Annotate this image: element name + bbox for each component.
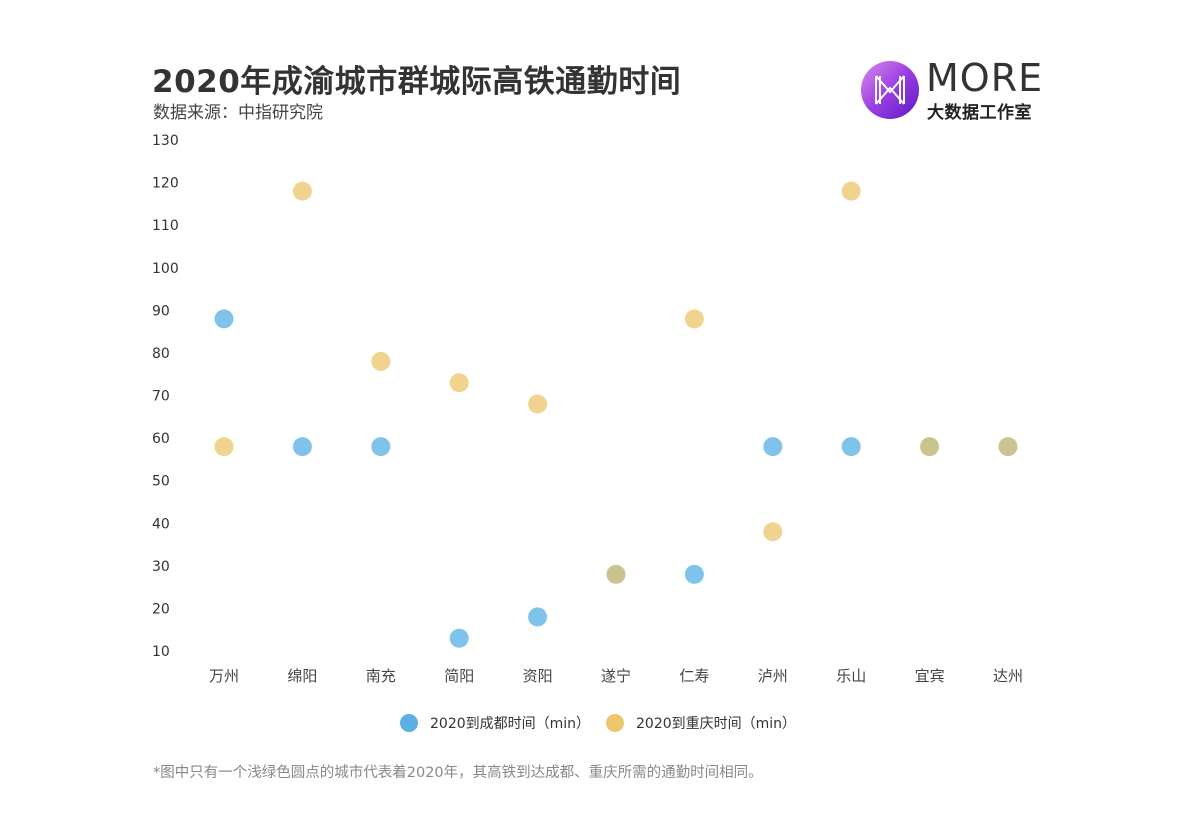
legend-label-chongqing: 2020到重庆时间（min） <box>636 716 796 732</box>
y-tick-label: 90 <box>152 303 170 319</box>
point-chengdu <box>214 309 234 329</box>
y-tick-label: 20 <box>152 601 170 617</box>
y-tick-label: 100 <box>152 261 179 277</box>
y-tick-label: 70 <box>152 389 170 405</box>
point-chongqing <box>449 373 469 393</box>
x-tick-label: 仁寿 <box>679 667 709 685</box>
point-chengdu <box>292 437 312 457</box>
point-chengdu <box>763 437 783 457</box>
point-chongqing <box>214 437 234 457</box>
point-chengdu <box>841 437 861 457</box>
point-overlap <box>606 564 626 584</box>
y-tick-label: 50 <box>152 474 170 490</box>
y-tick-label: 60 <box>152 431 170 447</box>
point-chengdu <box>684 564 704 584</box>
x-tick-label: 简阳 <box>444 667 474 685</box>
chart-legend: 2020到成都时间（min） 2020到重庆时间（min） <box>400 714 796 732</box>
legend-label-chengdu: 2020到成都时间（min） <box>430 716 590 732</box>
point-chongqing <box>763 522 783 542</box>
logo-text-main: MORE <box>926 56 1044 100</box>
x-axis-ticks: 万州 绵阳 南充 简阳 资阳 遂宁 仁寿 泸州 乐山 宜宾 达州 <box>209 667 1023 685</box>
point-chongqing <box>292 181 312 201</box>
x-tick-label: 南充 <box>366 667 396 685</box>
y-tick-label: 110 <box>152 218 179 234</box>
legend-marker-chengdu <box>400 714 418 732</box>
y-tick-label: 10 <box>152 644 170 660</box>
chart-subtitle: 数据来源：中指研究院 <box>153 103 323 123</box>
scatter-points <box>214 181 1018 648</box>
x-tick-label: 绵阳 <box>287 667 317 685</box>
legend-marker-chongqing <box>606 714 624 732</box>
x-tick-label: 乐山 <box>836 667 866 685</box>
y-axis-ticks: 10 20 30 40 50 60 70 80 90 100 110 120 130 <box>152 133 179 660</box>
more-logo-icon <box>861 61 919 119</box>
x-tick-label: 资阳 <box>523 667 553 685</box>
point-overlap <box>998 437 1018 457</box>
x-tick-label: 达州 <box>993 667 1023 685</box>
point-chengdu <box>449 628 469 648</box>
y-tick-label: 80 <box>152 346 170 362</box>
point-chongqing <box>371 351 391 371</box>
point-chongqing <box>528 394 548 414</box>
logo-text-sub: 大数据工作室 <box>927 103 1032 123</box>
point-chengdu <box>371 437 391 457</box>
x-tick-label: 宜宾 <box>915 667 945 685</box>
footnote: *图中只有一个浅绿色圆点的城市代表着2020年，其高铁到达成都、重庆所需的通勤时… <box>153 765 763 781</box>
x-tick-label: 泸州 <box>758 667 788 685</box>
point-overlap <box>920 437 940 457</box>
y-tick-label: 30 <box>152 559 170 575</box>
y-tick-label: 40 <box>152 516 170 532</box>
x-tick-label: 遂宁 <box>601 667 631 685</box>
point-chongqing <box>684 309 704 329</box>
point-chengdu <box>528 607 548 627</box>
y-tick-label: 130 <box>152 133 179 149</box>
point-chongqing <box>841 181 861 201</box>
y-tick-label: 120 <box>152 176 179 192</box>
x-tick-label: 万州 <box>209 667 239 685</box>
more-logo: MORE 大数据工作室 <box>860 56 1060 123</box>
chart-title: 2020年成渝城市群城际高铁通勤时间 <box>152 64 682 100</box>
